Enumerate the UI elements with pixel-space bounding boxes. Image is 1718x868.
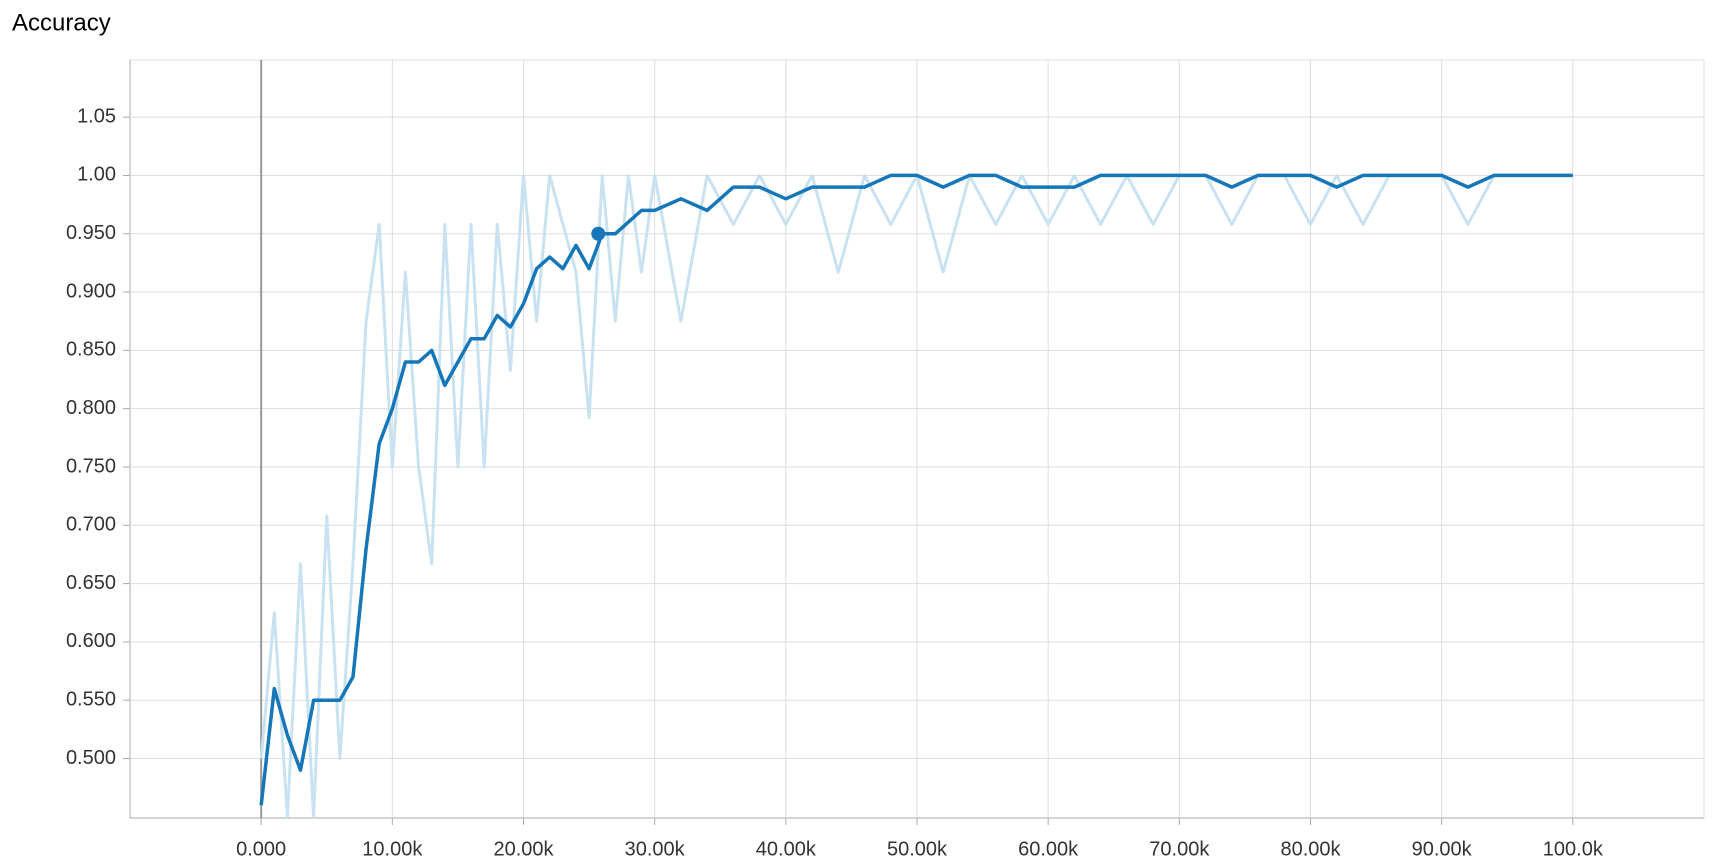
- hover-point: [591, 226, 606, 241]
- y-tick-label: 0.750: [66, 455, 116, 477]
- y-tick-label: 0.800: [66, 397, 116, 419]
- x-tick-label: 30.00k: [625, 838, 686, 860]
- x-tick-label: 100.0k: [1543, 838, 1604, 860]
- x-tick-label: 70.00k: [1149, 838, 1210, 860]
- y-tick-label: 0.700: [66, 514, 116, 536]
- y-tick-label: 0.650: [66, 572, 116, 594]
- y-tick-label: 1.00: [77, 164, 116, 186]
- x-tick-label: 20.00k: [493, 838, 554, 860]
- series-line: [259, 173, 1573, 806]
- y-tick-label: 0.900: [66, 280, 116, 302]
- x-tick-label: 90.00k: [1412, 838, 1473, 860]
- x-tick-label: 80.00k: [1280, 838, 1341, 860]
- y-tick-label: 1.05: [77, 105, 116, 127]
- x-tick-label: 10.00k: [362, 838, 423, 860]
- y-tick-label: 0.950: [66, 222, 116, 244]
- x-tick-label: 40.00k: [756, 838, 817, 860]
- y-tick-label: 0.600: [66, 630, 116, 652]
- x-tick-label: 0.000: [236, 838, 286, 860]
- x-tick-label: 50.00k: [887, 838, 948, 860]
- x-tick-label: 60.00k: [1018, 838, 1079, 860]
- y-tick-label: 0.550: [66, 688, 116, 710]
- y-tick-label: 0.850: [66, 339, 116, 361]
- chart-title: Accuracy: [12, 9, 111, 36]
- y-tick-label: 0.500: [66, 747, 116, 769]
